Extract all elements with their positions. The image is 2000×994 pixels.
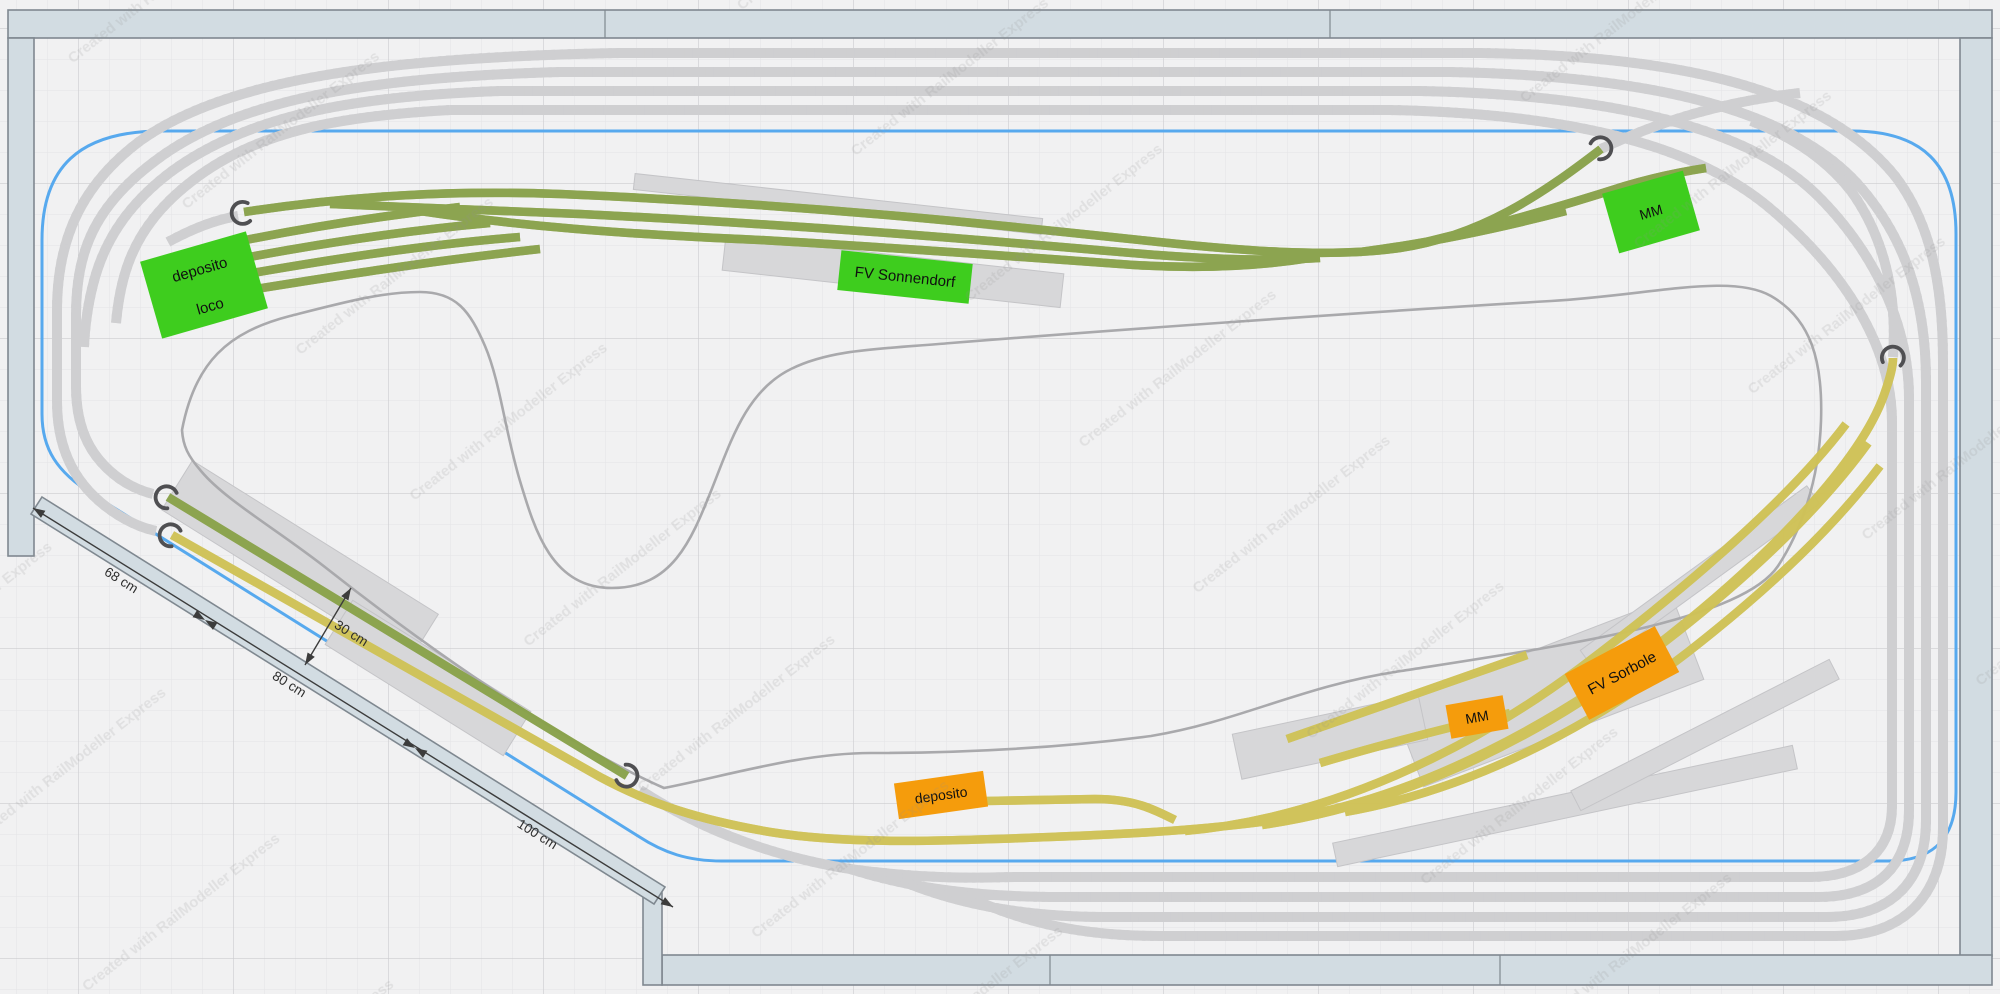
wall-post[interactable]: [642, 892, 663, 986]
wall-bottom[interactable]: [661, 954, 1993, 986]
wall-left[interactable]: [7, 37, 35, 557]
wall-top[interactable]: [7, 9, 1993, 39]
wall-right[interactable]: [1959, 37, 1993, 957]
